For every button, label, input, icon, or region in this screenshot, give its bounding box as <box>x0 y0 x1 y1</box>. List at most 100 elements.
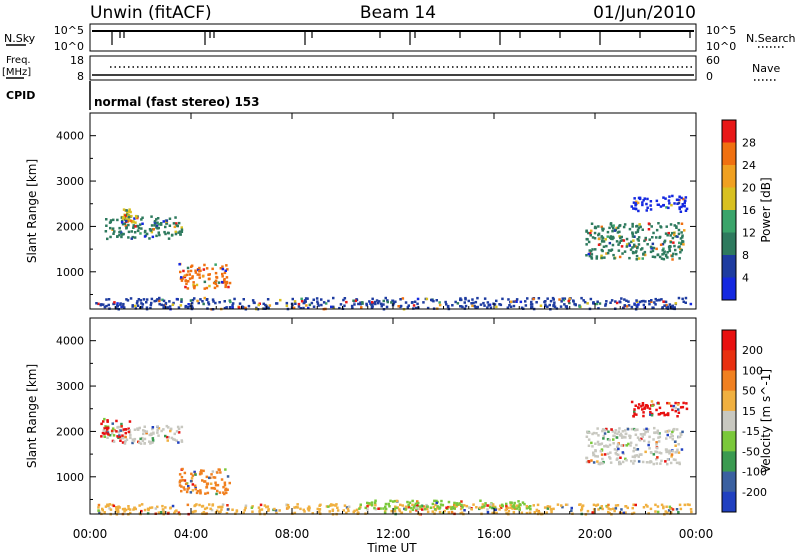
data-cell <box>373 506 376 510</box>
data-cell <box>668 402 671 405</box>
data-cell <box>371 297 374 301</box>
data-cell <box>370 504 374 507</box>
data-cell <box>609 301 612 304</box>
data-cell <box>167 436 170 439</box>
colorbar-tick-label: 50 <box>742 385 756 398</box>
data-cell <box>682 300 685 303</box>
data-cell <box>155 234 158 238</box>
data-cell <box>673 224 676 227</box>
data-cell <box>97 503 101 507</box>
data-cell <box>532 297 535 301</box>
data-cell <box>509 501 512 504</box>
data-cell <box>486 510 490 514</box>
data-cell <box>394 300 397 303</box>
data-cell <box>655 458 658 461</box>
data-cell <box>659 452 663 455</box>
data-cell <box>493 303 497 306</box>
data-cell <box>350 304 354 308</box>
colorbar-frame <box>721 329 737 513</box>
data-cell <box>260 508 264 511</box>
data-cell <box>583 300 587 304</box>
data-cell <box>637 403 641 406</box>
data-cell <box>403 507 406 511</box>
data-cell <box>664 460 667 463</box>
data-cell <box>613 431 617 435</box>
data-cell <box>592 503 596 507</box>
data-cell <box>565 307 569 310</box>
data-cell <box>316 302 320 305</box>
data-cell <box>630 427 634 431</box>
data-cell <box>643 239 646 243</box>
data-cell <box>422 301 425 304</box>
data-cell <box>216 284 219 288</box>
data-cell <box>127 214 130 217</box>
data-cell <box>447 304 450 308</box>
data-cell <box>605 300 608 303</box>
data-cell <box>684 209 688 212</box>
data-cell <box>670 455 673 458</box>
data-cell <box>667 509 671 512</box>
data-cell <box>266 298 270 301</box>
x-tick-label: 00:00 <box>679 527 714 541</box>
data-cell <box>677 408 680 411</box>
data-cell <box>158 296 161 300</box>
data-cell <box>562 298 566 302</box>
data-cell <box>223 281 227 284</box>
data-cell <box>499 504 502 508</box>
data-cell <box>661 253 664 256</box>
data-cell <box>212 476 215 479</box>
data-cell <box>665 413 669 416</box>
data-cell <box>678 503 682 507</box>
data-cell <box>438 303 442 307</box>
data-cell <box>218 301 221 304</box>
data-cell <box>623 298 626 301</box>
data-cell <box>150 230 154 234</box>
data-cell <box>624 429 627 432</box>
data-cell <box>601 462 604 465</box>
data-cell <box>606 505 609 509</box>
data-cell <box>146 507 150 511</box>
data-cell <box>345 511 348 515</box>
data-cell <box>657 413 661 416</box>
data-cell <box>226 508 230 511</box>
data-cell <box>416 297 420 301</box>
data-cell <box>179 233 182 236</box>
data-cell <box>345 300 348 304</box>
data-cell <box>127 210 131 213</box>
data-cell <box>627 242 631 245</box>
data-cell <box>223 279 226 282</box>
data-cell <box>463 301 466 304</box>
data-cell <box>347 505 351 508</box>
data-cell <box>676 448 679 452</box>
data-cell <box>676 235 679 238</box>
data-cell <box>590 222 594 225</box>
data-cell <box>623 304 627 307</box>
data-cell <box>352 299 355 302</box>
data-cell <box>221 503 225 506</box>
data-cell <box>278 509 281 512</box>
data-cell <box>200 472 203 475</box>
data-cell <box>106 504 109 507</box>
data-cell <box>552 304 555 308</box>
colorbar-tick-label: 8 <box>742 249 749 262</box>
data-cell <box>582 299 585 302</box>
data-cell <box>521 501 525 504</box>
data-cell <box>620 511 624 515</box>
data-cell <box>228 299 232 302</box>
data-cell <box>157 223 161 226</box>
data-cell <box>640 405 643 408</box>
y-axis-label: Slant Range [km] <box>25 364 39 468</box>
data-cell <box>667 429 671 433</box>
data-cell <box>214 279 218 282</box>
data-cell <box>145 306 149 309</box>
data-cell <box>157 434 160 437</box>
data-cell <box>465 504 469 508</box>
data-cell <box>187 485 190 488</box>
data-cell <box>674 248 677 252</box>
data-cell <box>643 253 647 257</box>
data-cell <box>106 419 109 422</box>
data-cell <box>119 302 122 305</box>
data-cell <box>178 484 182 487</box>
y-tick-label: 4000 <box>56 335 84 348</box>
data-cell <box>451 505 455 509</box>
